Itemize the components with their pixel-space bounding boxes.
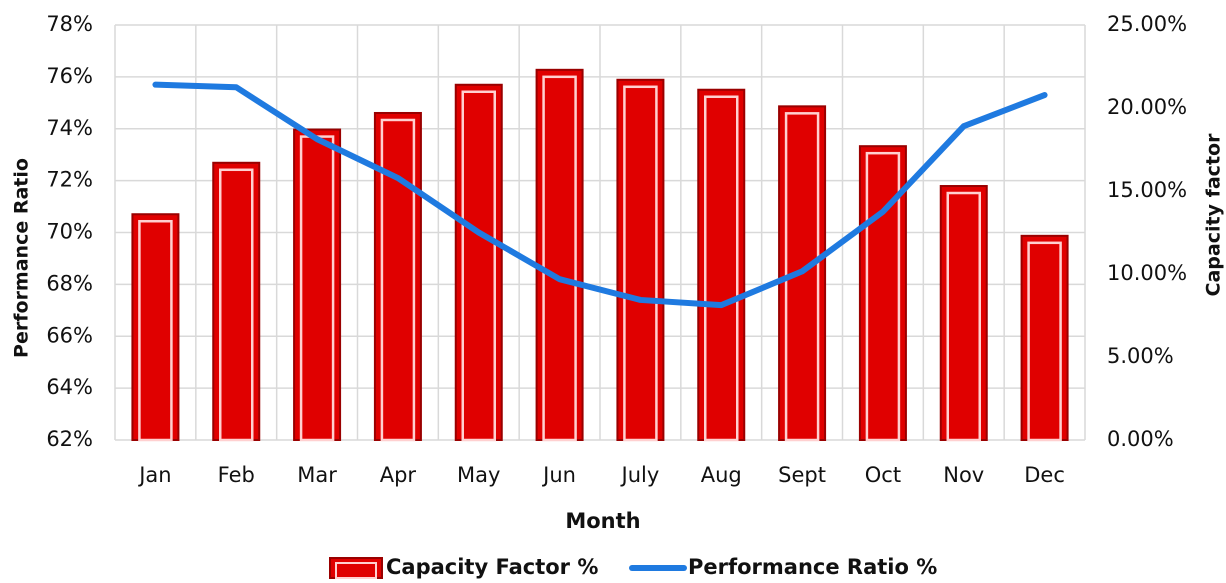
bar-highlight (623, 85, 658, 442)
x-axis-title: Month (565, 509, 640, 533)
x-tick-label: Aug (701, 463, 742, 487)
legend-label: Capacity Factor % (386, 555, 598, 579)
line (152, 81, 1048, 309)
x-tick-label: Sept (778, 463, 826, 487)
y2-tick-label: 15.00% (1107, 178, 1187, 202)
x-tick-label: Jan (137, 463, 171, 487)
y-tick-label: 76% (46, 64, 93, 88)
y2-axis-title: Capacity factor (1203, 133, 1225, 297)
bar-highlight (542, 75, 577, 442)
bar-highlight (865, 151, 901, 442)
x-tick-label: Apr (380, 463, 417, 487)
x-tick-label: Nov (943, 463, 984, 487)
bar-highlight (704, 95, 739, 442)
y-tick-label: 64% (46, 375, 93, 399)
legend-key-highlight (335, 562, 377, 579)
y2-tick-label: 0.00% (1107, 427, 1174, 451)
bar-highlight (219, 168, 254, 442)
y2-tick-label: 25.00% (1107, 12, 1187, 36)
legend-label: Performance Ratio % (688, 555, 937, 579)
y-tick-label: 62% (46, 427, 93, 451)
x-tick-label: Feb (218, 463, 255, 487)
y-tick-label: 70% (46, 220, 93, 244)
x-tick-label: Jun (541, 463, 576, 487)
x-tick-label: Mar (297, 463, 337, 487)
y-tick-label: 78% (46, 12, 93, 36)
y2-tick-label: 5.00% (1107, 344, 1174, 368)
x-tick-label: July (620, 463, 660, 487)
bar-highlight (1027, 241, 1062, 442)
y-tick-label: 72% (46, 168, 93, 192)
x-tick-label: Dec (1024, 463, 1065, 487)
y-tick-label: 66% (46, 323, 93, 347)
x-tick-label: May (457, 463, 500, 487)
x-tick-label: Oct (865, 463, 901, 487)
legend-key (329, 557, 383, 579)
y2-tick-label: 20.00% (1107, 95, 1187, 119)
y-tick-label: 74% (46, 116, 93, 140)
y-axis-title: Performance Ratio (11, 158, 33, 358)
bar-highlight (946, 191, 981, 442)
y-tick-label: 68% (46, 271, 93, 295)
bar-highlight (138, 219, 173, 442)
bar-highlight (461, 90, 496, 442)
y2-tick-label: 10.00% (1107, 261, 1187, 285)
bar-highlight (380, 118, 416, 442)
